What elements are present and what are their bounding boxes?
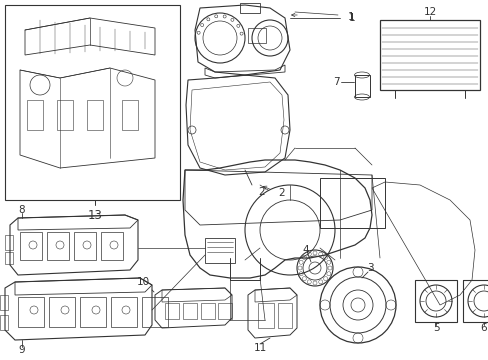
Bar [87,100,103,130]
Bar [319,178,384,228]
Bar [164,303,179,319]
Bar [258,303,273,328]
Text: 6: 6 [480,323,487,333]
Bar [20,232,42,260]
Text: 2: 2 [258,187,264,197]
Bar [5,235,13,250]
Text: 13: 13 [87,208,102,221]
Bar [18,297,44,327]
Bar [240,3,260,13]
Bar [80,297,106,327]
Text: 1: 1 [348,13,355,23]
Bar [101,232,123,260]
Bar [183,303,197,319]
Text: 2: 2 [278,188,284,198]
Bar [47,232,69,260]
Bar [5,252,13,264]
Text: 1: 1 [347,12,354,22]
Bar [5,5,180,200]
Text: 3: 3 [366,263,372,273]
Text: 5: 5 [432,323,438,333]
Bar [122,100,138,130]
Bar [27,100,43,130]
Bar [201,303,215,319]
Bar [0,315,8,330]
Bar [278,303,291,328]
Bar [57,100,73,130]
Bar [462,280,488,322]
Bar [0,295,8,310]
Text: 11: 11 [253,343,266,353]
Bar [379,20,479,90]
Bar [247,28,265,43]
Bar [111,297,137,327]
Bar [204,238,235,263]
Bar [218,303,231,319]
Text: 9: 9 [19,345,25,355]
Bar [49,297,75,327]
Text: 10: 10 [137,277,150,287]
Text: 7: 7 [333,77,339,87]
Bar [354,75,369,97]
Bar [142,297,168,327]
Text: 12: 12 [423,7,436,17]
Bar [74,232,96,260]
Text: 8: 8 [19,205,25,215]
Bar [414,280,456,322]
Text: 4: 4 [302,245,309,255]
